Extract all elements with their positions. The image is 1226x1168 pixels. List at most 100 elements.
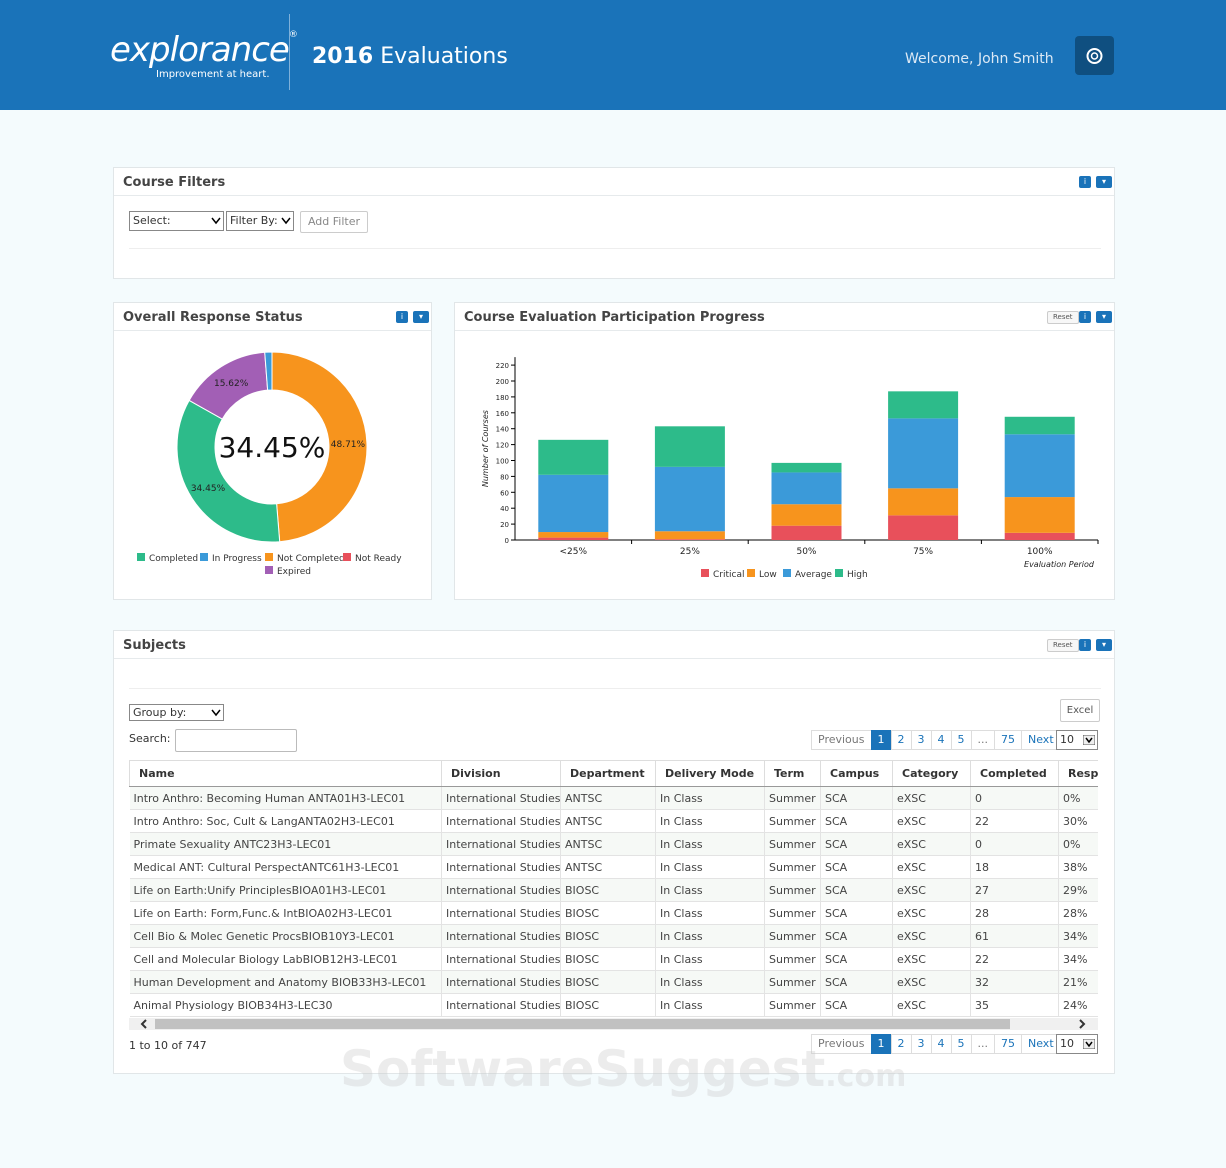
table-cell: International Studies xyxy=(441,993,561,1017)
select-text: Select: xyxy=(133,214,171,227)
horizontal-scrollbar[interactable] xyxy=(129,1018,1098,1030)
column-header[interactable]: Term xyxy=(764,760,821,787)
column-header[interactable]: Campus xyxy=(820,760,893,787)
title-year: 2016 xyxy=(312,44,374,69)
table-cell: SCA xyxy=(820,786,893,810)
page-button[interactable]: 75 xyxy=(994,1034,1022,1054)
page-button[interactable]: ... xyxy=(970,1034,995,1054)
table-cell: Summer xyxy=(764,924,821,948)
page-button[interactable]: ... xyxy=(970,730,995,750)
column-header[interactable]: Respo xyxy=(1058,760,1098,787)
page-size[interactable]: 10 xyxy=(1056,1034,1098,1054)
table-cell: BIOSC xyxy=(560,878,656,902)
table-cell: 0% xyxy=(1058,786,1098,810)
page-button[interactable]: 4 xyxy=(930,1034,952,1054)
collapse-button[interactable]: ▾ xyxy=(413,311,429,323)
page-button[interactable]: 3 xyxy=(910,1034,932,1054)
header: explorance® Improvement at heart. 2016 E… xyxy=(0,0,1226,110)
table-cell: eXSC xyxy=(892,947,971,971)
table-cell: eXSC xyxy=(892,970,971,994)
filter-dropdown[interactable]: Filter By: xyxy=(226,211,294,231)
table-cell: Summer xyxy=(764,947,821,971)
reset-button[interactable]: Reset xyxy=(1047,639,1079,652)
info-button[interactable]: i xyxy=(396,311,408,323)
info-button[interactable]: i xyxy=(1079,311,1091,323)
table-cell: Summer xyxy=(764,993,821,1017)
add-filter-button[interactable]: Add Filter xyxy=(300,211,368,233)
column-header[interactable]: Department xyxy=(560,760,656,787)
page-size[interactable]: 10 xyxy=(1056,730,1098,750)
page-button[interactable]: 2 xyxy=(890,730,912,750)
page-button[interactable]: Previous xyxy=(811,730,872,750)
panel-title: Subjects xyxy=(123,638,186,653)
table-cell: Human Development and Anatomy BIOB33H3-L… xyxy=(129,970,442,994)
page-button[interactable]: 5 xyxy=(950,1034,972,1054)
course-filters-panel: Course Filters i ▾ Select: Filter By: Add… xyxy=(113,167,1115,279)
column-header[interactable]: Category xyxy=(892,760,971,787)
table-row: Primate Sexuality ANTC23H3-LEC01 Internat… xyxy=(129,832,1098,856)
table-cell: BIOSC xyxy=(560,993,656,1017)
search-label: Search: xyxy=(129,732,171,745)
collapse-button[interactable]: ▾ xyxy=(1096,311,1112,323)
info-button[interactable]: i xyxy=(1079,639,1091,651)
power-icon xyxy=(1086,48,1103,64)
group-by-dropdown[interactable]: Group by: xyxy=(129,704,224,721)
table-cell: International Studies xyxy=(441,855,561,879)
table-cell: ANTSC xyxy=(560,855,656,879)
table-cell: SCA xyxy=(820,855,893,879)
scroll-left[interactable] xyxy=(139,1019,149,1029)
select-dropdown[interactable]: Select: xyxy=(129,211,224,231)
page-button[interactable]: Previous xyxy=(811,1034,872,1054)
pagination: Previous 1 2 3 4 5... 75 Next xyxy=(811,730,1061,750)
table-cell: SCA xyxy=(820,809,893,833)
column-header[interactable]: Division xyxy=(441,760,561,787)
divider xyxy=(289,14,290,90)
page-button[interactable]: 4 xyxy=(930,730,952,750)
table-cell: Life on Earth:Unify PrinciplesBIOA01H3-L… xyxy=(129,878,442,902)
page-button[interactable]: Next xyxy=(1021,1034,1061,1054)
table-cell: In Class xyxy=(655,947,765,971)
page-button[interactable]: 1 xyxy=(870,730,892,750)
table-cell: Summer xyxy=(764,832,821,856)
page-button[interactable]: 5 xyxy=(950,730,972,750)
table-cell: Cell Bio & Molec Genetic ProcsBIOB10Y3-L… xyxy=(129,924,442,948)
page-button[interactable]: 75 xyxy=(994,730,1022,750)
power-button[interactable] xyxy=(1075,36,1114,75)
column-header[interactable]: Completed xyxy=(970,760,1059,787)
table-cell: 28 xyxy=(970,901,1059,925)
reset-button[interactable]: Reset xyxy=(1047,311,1079,324)
table-cell: 24% xyxy=(1058,993,1098,1017)
scrollbar-thumb[interactable] xyxy=(155,1019,1010,1029)
table-cell: Summer xyxy=(764,855,821,879)
table-info: 1 to 10 of 747 xyxy=(129,1039,207,1052)
tagline: Improvement at heart. xyxy=(156,69,270,80)
page-button[interactable]: Next xyxy=(1021,730,1061,750)
search-input[interactable] xyxy=(175,729,297,752)
excel-button[interactable]: Excel xyxy=(1060,699,1100,722)
table-cell: Summer xyxy=(764,878,821,902)
table-cell: Life on Earth: Form,Func.& IntBIOA02H3-L… xyxy=(129,901,442,925)
collapse-button[interactable]: ▾ xyxy=(1096,176,1112,188)
table-cell: Summer xyxy=(764,970,821,994)
table-cell: eXSC xyxy=(892,832,971,856)
table-cell: Summer xyxy=(764,786,821,810)
scroll-right[interactable] xyxy=(1077,1019,1087,1029)
table-cell: Intro Anthro: Soc, Cult & LangANTA02H3-L… xyxy=(129,809,442,833)
collapse-button[interactable]: ▾ xyxy=(1096,639,1112,651)
title-text: Evaluations xyxy=(380,44,508,69)
table-cell: ANTSC xyxy=(560,809,656,833)
table-cell: International Studies xyxy=(441,901,561,925)
page-button[interactable]: 3 xyxy=(910,730,932,750)
column-header[interactable]: Name xyxy=(129,760,442,787)
info-button[interactable]: i xyxy=(1079,176,1091,188)
table-cell: In Class xyxy=(655,970,765,994)
panel-header: Course Filters i ▾ xyxy=(114,168,1114,196)
table-cell: SCA xyxy=(820,993,893,1017)
column-header[interactable]: Delivery Mode xyxy=(655,760,765,787)
table-cell: International Studies xyxy=(441,924,561,948)
table-cell: SCA xyxy=(820,947,893,971)
table-row: Animal Physiology BIOB34H3-LEC30 Internat… xyxy=(129,993,1098,1017)
table-cell: 18 xyxy=(970,855,1059,879)
watermark: SoftwareSuggest.com xyxy=(340,1040,906,1098)
